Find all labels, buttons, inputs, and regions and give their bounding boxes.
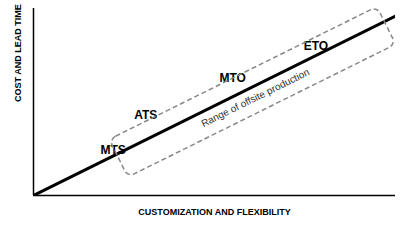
svg-text:MTO: MTO <box>219 70 246 85</box>
svg-text:MTS: MTS <box>100 143 126 158</box>
svg-text:Range of offsite production: Range of offsite production <box>199 66 311 129</box>
svg-text:CUSTOMIZATION AND FLEXIBILITY: CUSTOMIZATION AND FLEXIBILITY <box>138 207 290 217</box>
svg-text:ATS: ATS <box>134 108 157 122</box>
svg-text:COST AND LEAD TIME: COST AND LEAD TIME <box>13 4 23 102</box>
svg-text:ETO: ETO <box>304 39 328 53</box>
